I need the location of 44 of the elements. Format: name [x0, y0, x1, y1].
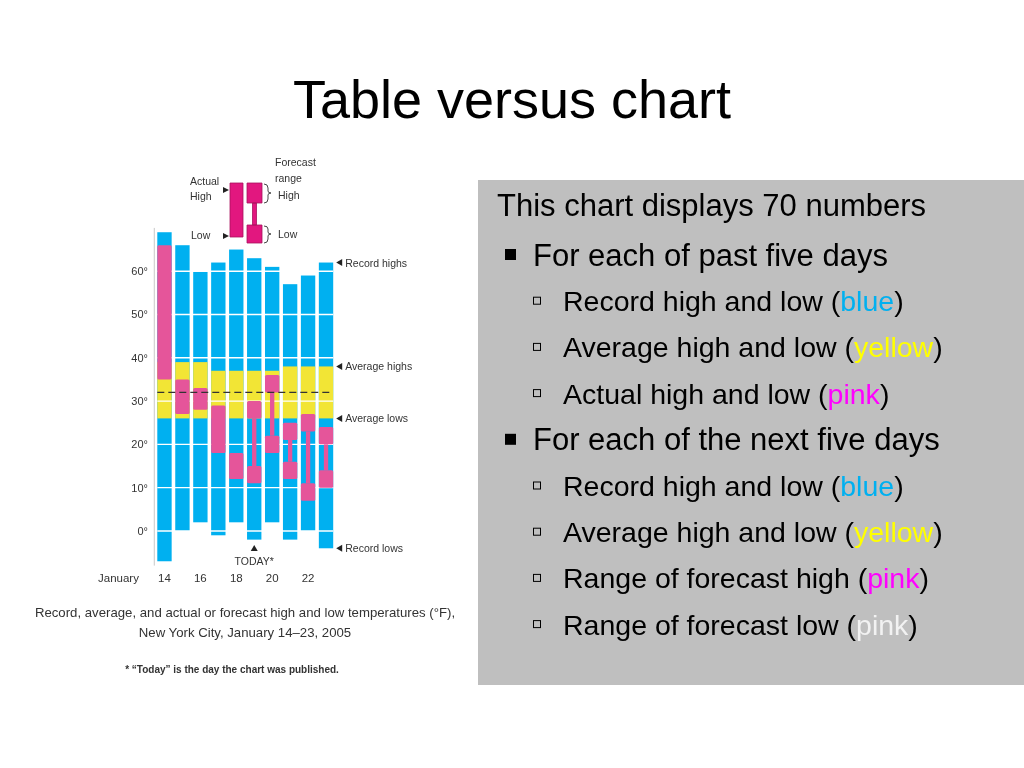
y-tick-label: 50° — [131, 308, 148, 321]
bar — [318, 366, 334, 419]
text: Record high and low (blue) — [563, 470, 904, 502]
text: * “Today” is the day the chart was published. — [125, 664, 340, 675]
y-tick-label: 60° — [131, 265, 148, 278]
text: Average lows — [345, 412, 409, 425]
text: Range of forecast high (pink) — [563, 562, 929, 595]
text: High — [278, 189, 300, 201]
x-tick-label: 20 — [265, 572, 279, 584]
bar — [282, 366, 298, 419]
annotation: Low — [191, 229, 211, 241]
text: Actual high and low (pink) — [563, 377, 890, 410]
bar — [229, 453, 244, 480]
x-tick-label: 16 — [193, 572, 207, 584]
text: Table versus chart — [292, 69, 732, 129]
text: Record lows — [345, 542, 403, 555]
x-tick-label: 18 — [229, 572, 243, 584]
annotation: Low — [278, 228, 298, 240]
annotation: TODAY* — [234, 555, 274, 567]
text: This chart displays 70 numbers — [497, 187, 927, 223]
text: Range of forecast low (pink) — [563, 608, 918, 641]
text: For each of past five days — [533, 237, 888, 273]
bar — [157, 245, 172, 380]
text: For each of the next five days — [533, 422, 940, 458]
y-tick-label: 20° — [131, 438, 148, 451]
x-tick-label: 22 — [301, 572, 315, 584]
bar — [193, 388, 208, 410]
text: Average high and low (yellow) — [563, 516, 943, 549]
bar — [175, 379, 190, 415]
text: Record high and low (blue) — [563, 285, 904, 318]
text: Average highs — [345, 360, 413, 373]
text: Record highs — [345, 256, 408, 269]
x-tick-label: 14 — [158, 572, 172, 584]
y-tick-label: 30° — [131, 395, 148, 408]
x-axis-title: January — [98, 572, 140, 584]
text: Average high and low (yellow) — [563, 331, 943, 364]
bar — [211, 405, 226, 454]
y-tick-label: 40° — [131, 351, 148, 364]
text: Actual High — [190, 175, 220, 202]
bar — [229, 370, 244, 419]
text: Forecast range — [275, 156, 316, 184]
y-tick-label: 10° — [131, 481, 148, 494]
text: Record, average, and actual or forecast high and low temperatures (°F), New York City, January 14–23, 2005 — [34, 605, 456, 640]
y-tick-label: 0° — [137, 524, 148, 537]
